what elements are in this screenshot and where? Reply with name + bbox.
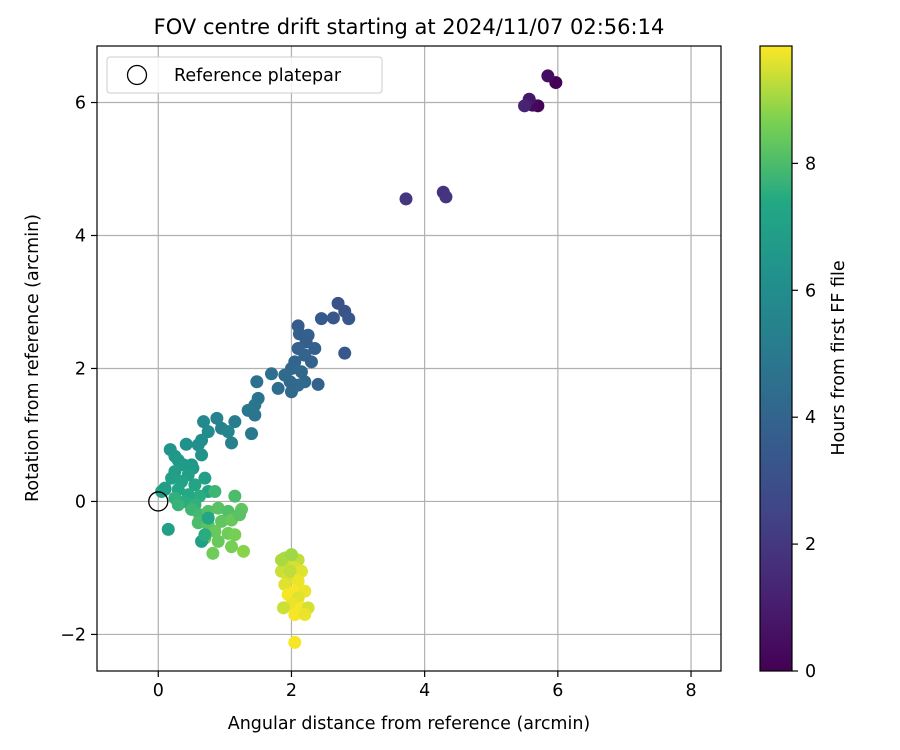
y-tick-label: 6 [75, 94, 86, 114]
x-tick-label: 4 [419, 681, 430, 701]
data-point [271, 381, 285, 395]
data-point [298, 607, 312, 621]
data-point [326, 311, 340, 325]
colorbar-tick-label: 6 [805, 281, 816, 301]
data-point [284, 548, 298, 562]
data-point [191, 438, 205, 452]
data-point [288, 607, 302, 621]
x-axis-ticks: 0 2 4 6 8 [153, 671, 697, 701]
data-point [291, 574, 305, 588]
data-point [314, 312, 328, 326]
data-point [274, 553, 288, 567]
data-point [439, 190, 453, 204]
plot-frame [96, 45, 722, 672]
grid-lines [97, 46, 721, 671]
data-point [250, 375, 264, 389]
data-point [541, 69, 555, 83]
data-point [211, 501, 225, 515]
data-point [161, 522, 175, 536]
colorbar-tick-label: 2 [805, 535, 816, 555]
data-point [211, 534, 225, 548]
x-tick-label: 2 [286, 681, 297, 701]
y-tick-label: 4 [75, 226, 86, 246]
reference-platepar-marker [148, 491, 169, 512]
data-point [248, 408, 262, 422]
legend-label: Reference platepar [174, 66, 342, 86]
data-point [208, 484, 222, 498]
data-point [304, 355, 318, 369]
colorbar [759, 45, 793, 672]
data-point [399, 192, 413, 206]
data-point [284, 385, 298, 399]
data-point [245, 427, 259, 441]
data-point [264, 367, 278, 381]
data-point [237, 544, 251, 558]
colorbar-tick-label: 0 [805, 662, 816, 682]
data-point [210, 411, 224, 425]
legend-box [106, 56, 383, 94]
data-point [221, 425, 235, 439]
data-point [342, 312, 356, 326]
data-point [311, 377, 325, 391]
data-point [288, 635, 302, 649]
y-tick-label: 2 [75, 359, 86, 379]
data-point [195, 448, 209, 462]
data-point [281, 588, 295, 602]
data-point [165, 471, 179, 485]
data-point [228, 489, 242, 503]
data-point [233, 508, 247, 522]
y-tick-label: −2 [60, 625, 86, 645]
data-point [198, 471, 212, 485]
data-point [294, 365, 308, 379]
data-point [191, 516, 205, 530]
data-point [338, 346, 352, 360]
colorbar-ticks: 0 2 4 6 8 [792, 154, 816, 682]
data-point [228, 415, 242, 429]
data-points [155, 69, 563, 649]
reference-marker [148, 491, 169, 512]
y-axis-label: Rotation from reference (arcmin) [23, 214, 43, 502]
data-point [215, 514, 229, 528]
data-point [276, 601, 290, 615]
y-axis-ticks: −2 0 2 4 6 [60, 94, 97, 645]
data-point [225, 436, 239, 450]
data-point [206, 546, 220, 560]
data-point [225, 540, 239, 554]
data-point [171, 498, 185, 512]
x-tick-label: 0 [153, 681, 164, 701]
chart-title: FOV centre drift starting at 2024/11/07 … [154, 15, 665, 39]
data-point [283, 375, 297, 389]
data-point [198, 528, 212, 542]
x-axis-label: Angular distance from reference (arcmin) [228, 714, 591, 734]
colorbar-tick-label: 4 [805, 408, 816, 428]
y-tick-label: 0 [75, 492, 86, 512]
data-point [283, 564, 297, 578]
colorbar-tick-label: 8 [805, 154, 816, 174]
data-point [208, 524, 222, 538]
x-tick-label: 8 [685, 681, 696, 701]
data-point [308, 342, 322, 356]
data-point [188, 478, 202, 492]
legend-marker-open-circle [126, 64, 148, 86]
data-point [197, 415, 211, 429]
data-point [518, 99, 532, 113]
legend: Reference platepar [106, 56, 383, 94]
data-point [278, 578, 292, 592]
data-point [201, 511, 215, 525]
data-point [294, 564, 308, 578]
colorbar-label: Hours from first FF file [829, 260, 849, 455]
data-point [179, 437, 193, 451]
x-tick-label: 6 [552, 681, 563, 701]
data-point [228, 528, 242, 542]
